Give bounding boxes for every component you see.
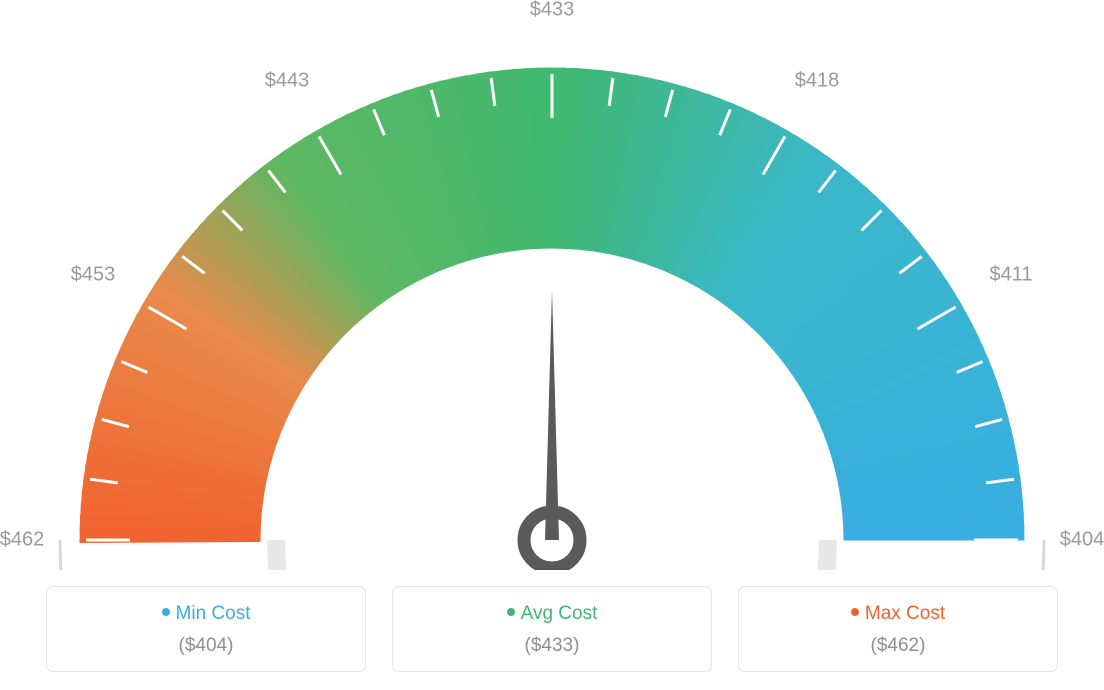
legend-title-min: Min Cost <box>59 603 353 625</box>
cost-gauge: $404 $411 $418 $433 $443 $453 $462 <box>0 0 1104 570</box>
gauge-tick-label: $411 <box>989 264 1032 287</box>
dot-icon <box>851 608 859 616</box>
gauge-tick-label: $443 <box>265 70 310 93</box>
legend-label: Max Cost <box>865 603 945 624</box>
dot-icon <box>162 608 170 616</box>
legend-label: Avg Cost <box>521 603 598 624</box>
legend-card-avg: Avg Cost ($433) <box>392 586 712 672</box>
gauge-tick-label: $462 <box>0 529 44 552</box>
legend-value-max: ($462) <box>751 635 1045 657</box>
gauge-tick-label: $453 <box>71 264 116 287</box>
legend-value-avg: ($433) <box>405 635 699 657</box>
legend-label: Min Cost <box>176 603 251 624</box>
legend-row: Min Cost ($404) Avg Cost ($433) Max Cost… <box>0 586 1104 672</box>
legend-value-min: ($404) <box>59 635 353 657</box>
legend-title-avg: Avg Cost <box>405 603 699 625</box>
legend-title-max: Max Cost <box>751 603 1045 625</box>
dot-icon <box>507 608 515 616</box>
gauge-tick-label: $433 <box>530 0 575 22</box>
legend-card-max: Max Cost ($462) <box>738 586 1058 672</box>
gauge-tick-label: $418 <box>795 70 840 93</box>
gauge-tick-label: $404 <box>1060 529 1104 552</box>
gauge-svg <box>0 0 1104 570</box>
legend-card-min: Min Cost ($404) <box>46 586 366 672</box>
